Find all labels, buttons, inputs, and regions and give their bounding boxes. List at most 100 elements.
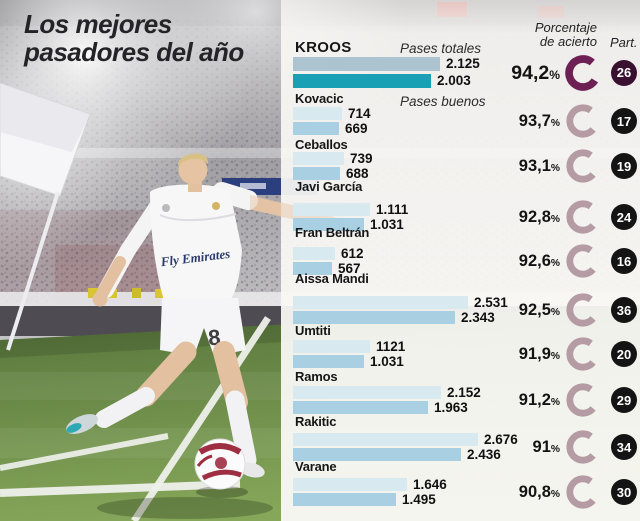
pases-totales-value: 714 <box>348 106 371 121</box>
pases-totales-value: 2.125 <box>446 56 480 71</box>
accuracy-percent: 94,2% <box>420 61 560 87</box>
accuracy-ring-icon <box>566 149 600 183</box>
accuracy-ring-icon <box>566 104 600 138</box>
bar-pases-buenos <box>293 262 332 275</box>
bar-pases-buenos <box>293 401 428 414</box>
accuracy-percent: 90,8% <box>420 480 560 507</box>
participations-badge: 16 <box>611 248 637 274</box>
accuracy-percent-number: 93,1 <box>518 157 551 175</box>
pases-buenos-value: 1.495 <box>402 492 436 507</box>
bar-pases-buenos <box>293 167 340 180</box>
pases-totales-value: 612 <box>341 246 364 261</box>
accuracy-ring-icon <box>566 244 600 278</box>
bar-pases-totales <box>293 478 407 491</box>
pases-buenos-value: 688 <box>346 166 369 181</box>
bar-pases-totales <box>293 433 478 446</box>
pases-totales-value: 1.111 <box>376 202 409 217</box>
player-name: Javi García <box>295 179 363 194</box>
legend-pases-buenos: Pases buenos <box>400 94 486 109</box>
pases-buenos-value: 1.031 <box>370 217 404 232</box>
bar-pases-totales <box>293 203 370 216</box>
bar-pases-buenos <box>293 493 396 506</box>
accuracy-percent: 91,9% <box>420 342 560 369</box>
accuracy-percent: 92,6% <box>420 249 560 276</box>
accuracy-percent-number: 94,2 <box>511 61 550 84</box>
player-name: Ramos <box>295 369 338 384</box>
player-name: Fran Beltrán <box>295 225 370 240</box>
player-name: Rakitic <box>295 414 337 429</box>
bar-pases-totales <box>293 296 468 309</box>
accuracy-ring-icon <box>566 293 600 327</box>
bar-pases-totales <box>293 152 344 165</box>
pases-buenos-value: 1.963 <box>434 400 468 415</box>
column-header-percent-line2: de acierto <box>539 34 597 49</box>
bar-pases-totales <box>293 386 441 399</box>
percent-sign: % <box>550 118 560 129</box>
player-name: KROOS <box>295 39 352 56</box>
accuracy-ring-icon <box>566 383 600 417</box>
pases-buenos-value: 1.031 <box>370 354 404 369</box>
percent-sign: % <box>550 258 560 269</box>
participations-badge: 20 <box>611 341 637 367</box>
bar-pases-buenos <box>293 355 364 368</box>
pitch-lines <box>0 316 271 521</box>
accuracy-ring-icon <box>566 200 600 234</box>
accuracy-ring-icon <box>566 430 600 464</box>
percent-sign: % <box>550 214 560 225</box>
pases-totales-value: 1121 <box>376 339 406 354</box>
column-header-percent: Porcentaje de acierto <box>497 21 597 49</box>
percent-sign: % <box>550 351 560 362</box>
corner-flag <box>0 82 91 351</box>
accuracy-percent: 92,8% <box>420 205 560 232</box>
participations-badge: 17 <box>611 108 637 134</box>
participations-badge: 24 <box>611 204 637 230</box>
participations-badge: 36 <box>611 297 637 323</box>
accuracy-percent-number: 93,7 <box>518 112 551 130</box>
bar-pases-buenos <box>293 448 461 461</box>
participations-badge: 26 <box>611 59 637 86</box>
accuracy-ring-icon <box>566 475 600 509</box>
player-name: Aissa Mandi <box>295 271 369 286</box>
bar-pases-buenos <box>293 122 339 135</box>
title-line2: pasadores del año <box>24 37 244 67</box>
pases-buenos-value: 669 <box>345 121 368 136</box>
percent-sign: % <box>550 163 560 174</box>
bar-pases-totales <box>293 247 335 260</box>
accuracy-percent: 93,7% <box>420 109 560 136</box>
percent-sign: % <box>550 489 560 500</box>
pases-buenos-value: 2.343 <box>461 310 495 325</box>
pases-totales-value: 1.646 <box>413 477 447 492</box>
legend-pases-totales: Pases totales <box>400 41 482 56</box>
accuracy-percent: 91,2% <box>420 388 560 415</box>
column-header-percent-line1: Porcentaje <box>534 20 597 35</box>
player-name: Ceballos <box>295 137 348 152</box>
bar-pases-buenos <box>293 311 455 324</box>
accuracy-ring-icon <box>565 54 601 91</box>
participations-badge: 29 <box>611 387 637 413</box>
ball <box>194 438 248 498</box>
pases-totales-value: 2.152 <box>447 385 481 400</box>
participations-badge: 34 <box>611 434 637 460</box>
pases-totales-value: 739 <box>350 151 373 166</box>
pases-totales-value: 2.676 <box>484 432 518 447</box>
participations-badge: 19 <box>611 153 637 179</box>
participations-badge: 30 <box>611 479 637 505</box>
accuracy-percent: 93,1% <box>420 154 560 181</box>
pases-buenos-value: 2.003 <box>437 73 471 88</box>
percent-sign: % <box>550 397 560 408</box>
bar-pases-totales <box>293 340 370 353</box>
accuracy-ring-icon <box>566 337 600 371</box>
pases-buenos-value: 567 <box>338 261 361 276</box>
bar-pases-buenos <box>293 74 431 88</box>
title-line1: Los mejores <box>24 9 172 39</box>
accuracy-percent-number: 92,6 <box>518 252 551 270</box>
accuracy-percent-number: 91 <box>532 438 551 456</box>
accuracy-percent-number: 90,8 <box>518 483 551 501</box>
pases-buenos-value: 2.436 <box>467 447 501 462</box>
player-name: Umtiti <box>295 323 331 338</box>
player-name: Kovacic <box>295 91 344 106</box>
pases-totales-value: 2.531 <box>474 295 508 310</box>
accuracy-percent-number: 91,9 <box>518 345 551 363</box>
